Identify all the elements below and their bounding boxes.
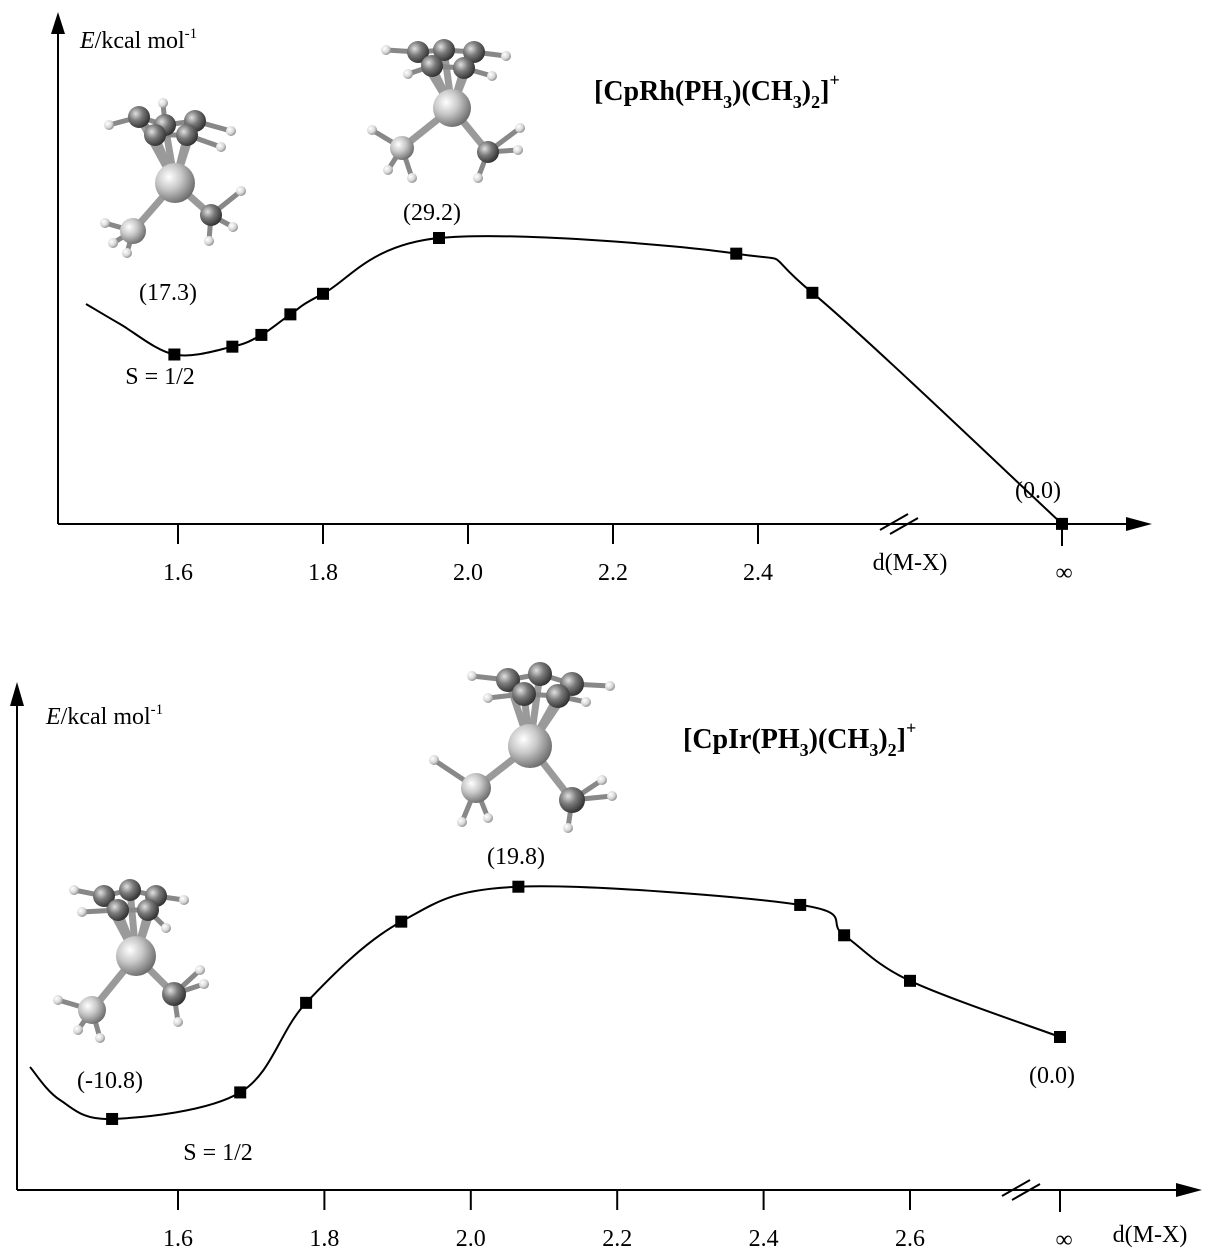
x-tick-label-infinity: ∞ [1055,560,1072,586]
x-ticks: 1.6 1.8 2.0 2.2 2.4 2.6 [163,1190,925,1252]
energy-curve [29,885,1061,1121]
data-point [255,328,268,341]
data-point [226,340,239,353]
energy-curve [85,235,1063,525]
data-point [904,974,916,987]
axis-break-mark [1001,1179,1031,1197]
annotation-limit: (0.0) [1029,1063,1075,1089]
data-point [1056,517,1068,530]
axis-break-mark [889,517,919,535]
y-axis-label: E/kcal mol-1 [45,702,163,730]
y-axis-label: E/kcal mol-1 [79,26,197,54]
x-tick-label: 2.4 [749,1226,779,1252]
x-tick-label-infinity: ∞ [1055,1227,1072,1252]
chart-title: [CpRh(PH3)(CH3)2]+ [594,70,840,112]
annotation-limit: (0.0) [1015,478,1061,504]
axis-break-mark [1011,1183,1041,1201]
annotation-spin: S = 1/2 [125,364,195,390]
data-point [168,348,181,361]
chart-rh: E/kcal mol-1 [CpRh(PH3)(CH3)2]+ 1.6 1.8 2.… [51,12,1152,586]
x-tick-label: 1.8 [308,560,338,586]
x-tick-label: 1.8 [309,1226,339,1252]
data-point [838,929,851,942]
annotation-min: (-10.8) [77,1068,143,1094]
data-point [1054,1031,1066,1043]
y-axis-arrow [10,682,24,706]
x-tick-label: 2.6 [895,1226,925,1252]
annotation-min: (17.3) [139,280,197,306]
data-point [433,232,445,244]
annotation-ts: (29.2) [403,200,461,226]
x-tick-label: 2.0 [453,560,483,586]
data-point [284,308,297,321]
x-tick-label: 2.4 [743,560,773,586]
annotation-spin: S = 1/2 [183,1140,253,1166]
data-point [806,286,819,299]
data-point [730,247,743,260]
chart-title: [CpIr(PH3)(CH3)2]+ [683,718,916,760]
molecule-structure-min [53,879,209,1043]
x-tick-label: 2.2 [602,1226,632,1252]
data-point [512,880,525,893]
data-point [234,1086,247,1099]
data-point [106,1112,119,1125]
axis-break-mark [879,513,909,531]
chart-ir: E/kcal mol-1 [CpIr(PH3)(CH3)2]+ 1.6 1.8 2.… [10,662,1202,1252]
data-point [300,996,313,1009]
molecule-structure-ts [429,662,617,833]
x-tick-label: 2.2 [598,560,628,586]
x-tick-label: 1.6 [163,560,193,586]
data-point [794,898,807,911]
x-tick-label: 1.6 [163,1226,193,1252]
molecule-structure-min [100,98,246,258]
x-axis-label: d(M-X) [873,550,948,576]
data-point [395,915,408,928]
data-points [106,880,1066,1125]
x-tick-label: 2.0 [456,1226,486,1252]
annotation-ts: (19.8) [487,844,545,870]
data-point [317,287,329,300]
x-axis-arrow [1176,1183,1202,1197]
x-ticks: 1.6 1.8 2.0 2.2 2.4 [163,524,773,586]
molecule-structure-ts [367,39,525,183]
x-axis-label: d(M-X) [1113,1222,1188,1248]
x-axis-arrow [1126,517,1152,531]
data-points [168,232,1068,530]
y-axis-arrow [51,12,65,34]
